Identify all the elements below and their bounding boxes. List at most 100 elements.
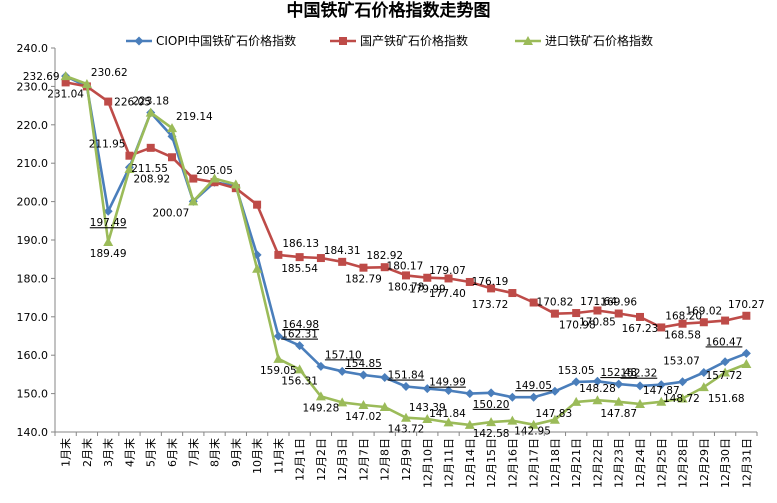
data-point — [358, 400, 369, 410]
data-point — [422, 413, 433, 423]
legend-item: 国产铁矿石价格指数 — [330, 33, 468, 48]
data-label: 223.18 — [132, 96, 169, 108]
data-label: 149.99 — [429, 377, 466, 389]
data-point — [592, 376, 602, 386]
data-label: 164.98 — [282, 319, 319, 331]
data-point — [720, 367, 731, 377]
legend-marker — [339, 37, 347, 45]
data-point — [401, 412, 411, 422]
legend-label: CIOPI中国铁矿石价格指数 — [156, 33, 296, 48]
data-label: 189.49 — [90, 248, 127, 260]
y-tick-label: 160.0 — [17, 349, 49, 362]
data-point — [614, 379, 624, 389]
data-point — [613, 396, 624, 406]
data-point — [593, 306, 602, 315]
data-label: 176.19 — [472, 276, 509, 288]
data-label: 143.39 — [409, 402, 446, 414]
data-point — [592, 395, 603, 405]
data-point — [571, 377, 581, 387]
data-point — [380, 372, 390, 382]
x-tick-label: 3月末 — [101, 438, 115, 467]
data-point — [167, 123, 177, 133]
x-tick-label: 12月22日 — [591, 438, 604, 488]
data-label: 168.58 — [664, 330, 701, 342]
y-tick-label: 220.0 — [17, 119, 49, 132]
data-point — [444, 274, 453, 283]
data-label: 151.84 — [388, 370, 425, 382]
x-tick-label: 11月末 — [271, 438, 285, 474]
x-tick-label: 7月末 — [186, 438, 200, 467]
x-tick-label: 12月10日 — [421, 438, 434, 488]
data-point — [741, 358, 752, 368]
y-tick-label: 240.0 — [17, 42, 49, 55]
data-point — [358, 370, 368, 380]
data-point — [678, 377, 688, 387]
data-label: 177.40 — [429, 288, 466, 300]
legend-label: 国产铁矿石价格指数 — [360, 33, 468, 48]
data-label: 149.05 — [515, 380, 552, 392]
x-tick-label: 12月23日 — [613, 438, 626, 488]
data-point — [273, 353, 284, 363]
x-tick-label: 12月11日 — [443, 438, 456, 488]
data-point — [315, 391, 326, 401]
data-label: 147.02 — [345, 411, 382, 423]
data-label: 180.78 — [388, 281, 425, 293]
data-label: 147.87 — [600, 408, 637, 420]
data-point — [168, 153, 176, 162]
data-point — [549, 414, 560, 424]
legend-label: 进口铁矿石价格指数 — [545, 33, 653, 48]
data-point — [274, 250, 283, 259]
data-label: 160.47 — [706, 336, 743, 348]
data-point — [60, 71, 71, 81]
legend-marker — [523, 36, 533, 45]
data-label: 147.83 — [535, 408, 572, 420]
data-point — [294, 364, 305, 374]
data-label: 153.07 — [663, 355, 700, 367]
data-point — [507, 415, 518, 425]
y-tick-label: 150.0 — [17, 388, 49, 401]
data-point — [124, 163, 135, 173]
data-label: 154.85 — [345, 358, 382, 370]
data-point — [486, 417, 497, 427]
y-tick-label: 180.0 — [17, 272, 49, 285]
data-label: 197.49 — [90, 217, 127, 229]
data-label: 231.04 — [47, 88, 84, 100]
data-label: 170.98 — [559, 320, 596, 332]
data-label: 168.20 — [665, 310, 702, 322]
data-point — [572, 309, 581, 318]
data-point — [125, 151, 134, 160]
x-tick-label: 5月末 — [144, 438, 158, 467]
data-point — [209, 173, 220, 183]
data-point — [529, 392, 539, 402]
data-label: 230.62 — [91, 67, 128, 79]
data-label: 142.58 — [473, 428, 510, 440]
data-point — [699, 318, 708, 327]
x-tick-label: 12月7日 — [357, 438, 370, 481]
data-point — [720, 357, 730, 367]
data-point — [508, 289, 517, 298]
x-tick-label: 12月14日 — [464, 438, 477, 488]
data-point — [338, 257, 347, 266]
data-label: 205.05 — [196, 165, 233, 177]
data-label: 149.28 — [303, 402, 340, 414]
x-tick-label: 1月末 — [59, 438, 73, 467]
data-label: 182.79 — [345, 274, 382, 286]
data-point — [104, 97, 113, 106]
data-point — [295, 253, 304, 262]
data-label: 170.82 — [537, 297, 574, 309]
x-tick-label: 12月18日 — [549, 438, 562, 488]
data-point — [252, 263, 263, 273]
data-label: 173.72 — [472, 299, 509, 311]
data-point — [507, 392, 517, 402]
data-label: 180.17 — [387, 261, 424, 273]
data-point — [465, 389, 475, 399]
data-point — [316, 361, 326, 371]
data-point — [146, 143, 155, 152]
data-point — [252, 250, 262, 260]
data-point — [571, 396, 582, 406]
data-label: 186.13 — [282, 238, 319, 250]
x-tick-label: 12月2日 — [315, 438, 328, 481]
data-label: 157.10 — [325, 349, 362, 361]
data-label: 170.27 — [728, 299, 765, 311]
y-tick-label: 170.0 — [17, 311, 49, 324]
